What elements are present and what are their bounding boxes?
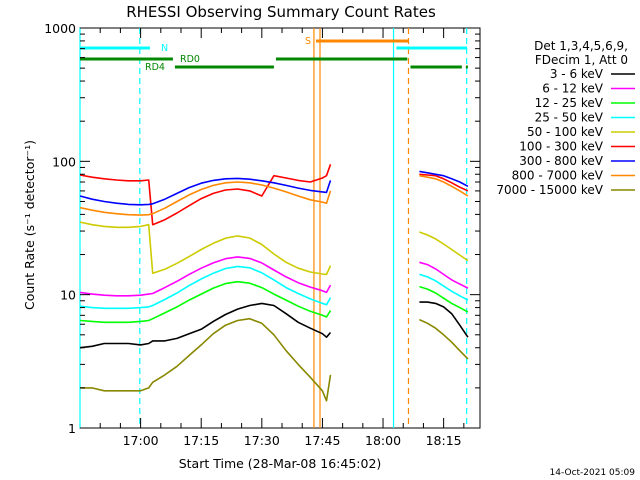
legend-label-6: 300 - 800 keV	[519, 154, 603, 168]
series-6	[79, 170, 469, 206]
data-series	[79, 164, 469, 402]
legend-label-1: 6 - 12 keV	[542, 82, 604, 96]
legend-label-2: 12 - 25 keV	[535, 96, 604, 110]
x-axis-ticks: 17:00 17:15 17:30 17:45 18:00 18:15	[99, 28, 465, 448]
legend: Det 1,3,4,5,6,9, FDecim 1, Att 0 3 - 6 k…	[496, 39, 635, 197]
legend-header-line-1: Det 1,3,4,5,6,9,	[534, 39, 628, 53]
legend-label-5: 100 - 300 keV	[519, 140, 603, 154]
series-3	[79, 265, 469, 310]
flag-label-n: N	[161, 43, 168, 54]
series-5-segment-1	[419, 173, 469, 192]
legend-label-8: 7000 - 15000 keV	[496, 183, 603, 197]
series-8-segment-1	[419, 318, 469, 360]
flag-bars: N S RD0 RD4	[80, 36, 468, 73]
series-2	[79, 280, 469, 324]
series-4-segment-0	[79, 221, 332, 276]
series-5-segment-0	[79, 164, 332, 226]
x-tick-label-1: 17:15	[183, 433, 219, 448]
x-tick-label-0: 17:00	[123, 433, 159, 448]
chart-title: RHESSI Observing Summary Count Rates	[126, 3, 436, 21]
series-7-segment-0	[79, 181, 332, 216]
y-tick-label-0: 1	[68, 421, 76, 436]
series-8	[80, 317, 469, 402]
y-axis-label: Count Rate (s⁻¹ detector⁻¹)	[22, 140, 37, 310]
legend-label-7: 800 - 7000 keV	[512, 169, 604, 183]
flag-bar-rd4: RD4	[145, 62, 468, 73]
x-axis-label: Start Time (28-Mar-08 16:45:02)	[179, 456, 382, 471]
legend-header-line-2: FDecim 1, Att 0	[535, 53, 628, 67]
series-2-segment-0	[79, 280, 332, 324]
series-2-segment-1	[419, 285, 469, 313]
series-1-segment-1	[419, 261, 469, 289]
y-tick-label-3: 1000	[44, 21, 76, 36]
x-tick-label-4: 18:00	[365, 433, 401, 448]
series-3-segment-0	[79, 265, 332, 310]
series-1	[79, 256, 469, 297]
series-0-segment-1	[419, 301, 469, 338]
series-0-segment-0	[79, 302, 332, 349]
series-1-segment-0	[79, 256, 332, 297]
x-tick-label-5: 18:15	[426, 433, 462, 448]
flag-label-s: S	[305, 36, 311, 47]
flag-label-rd4: RD4	[145, 62, 165, 73]
flag-label-rd0: RD0	[180, 54, 200, 65]
flag-bar-s: S	[305, 36, 409, 47]
footer-timestamp: 14-Oct-2021 05:09	[550, 468, 636, 478]
legend-label-0: 3 - 6 keV	[550, 67, 604, 81]
flag-bar-n: N	[80, 43, 468, 54]
y-tick-label-1: 10	[60, 288, 76, 303]
legend-label-4: 50 - 100 keV	[527, 125, 604, 139]
flag-bar-rd0: RD0	[80, 54, 408, 65]
series-3-segment-1	[419, 273, 469, 301]
series-7-segment-1	[419, 174, 469, 197]
series-8-segment-0	[80, 317, 332, 402]
series-6-segment-0	[79, 177, 332, 206]
x-tick-label-2: 17:30	[244, 433, 280, 448]
y-axis-ticks: 1 10 100 1000	[44, 21, 480, 436]
series-4-segment-1	[419, 231, 469, 262]
series-6-segment-1	[419, 170, 469, 188]
y-tick-label-2: 100	[52, 154, 76, 169]
x-tick-label-3: 17:45	[304, 433, 340, 448]
series-5	[79, 164, 469, 226]
series-4	[79, 221, 469, 276]
series-0	[79, 301, 469, 349]
time-markers	[79, 28, 468, 428]
series-7	[79, 174, 469, 216]
legend-label-3: 25 - 50 keV	[535, 111, 604, 125]
